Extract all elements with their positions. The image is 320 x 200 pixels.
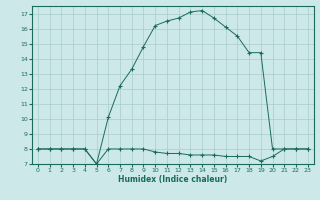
X-axis label: Humidex (Indice chaleur): Humidex (Indice chaleur): [118, 175, 228, 184]
